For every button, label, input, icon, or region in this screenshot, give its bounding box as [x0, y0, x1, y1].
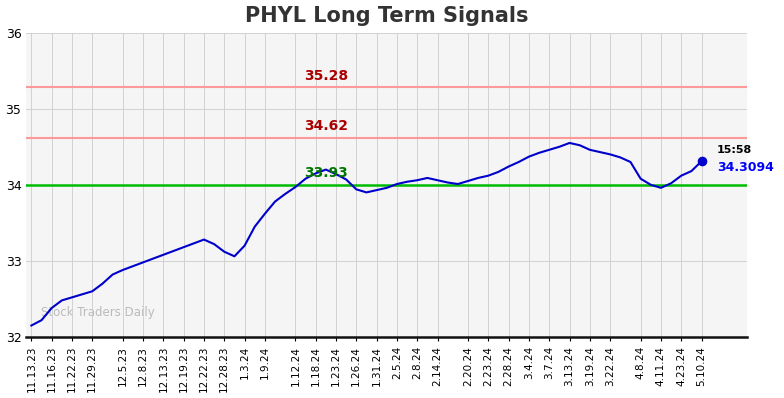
Point [695, 158, 708, 164]
Title: PHYL Long Term Signals: PHYL Long Term Signals [245, 6, 528, 25]
Text: 33.93: 33.93 [304, 166, 348, 180]
Text: 15:58: 15:58 [717, 145, 752, 155]
Text: 34.3094: 34.3094 [717, 161, 774, 174]
Text: 34.62: 34.62 [304, 119, 348, 133]
Text: Stock Traders Daily: Stock Traders Daily [41, 306, 154, 319]
Text: 35.28: 35.28 [303, 69, 348, 83]
